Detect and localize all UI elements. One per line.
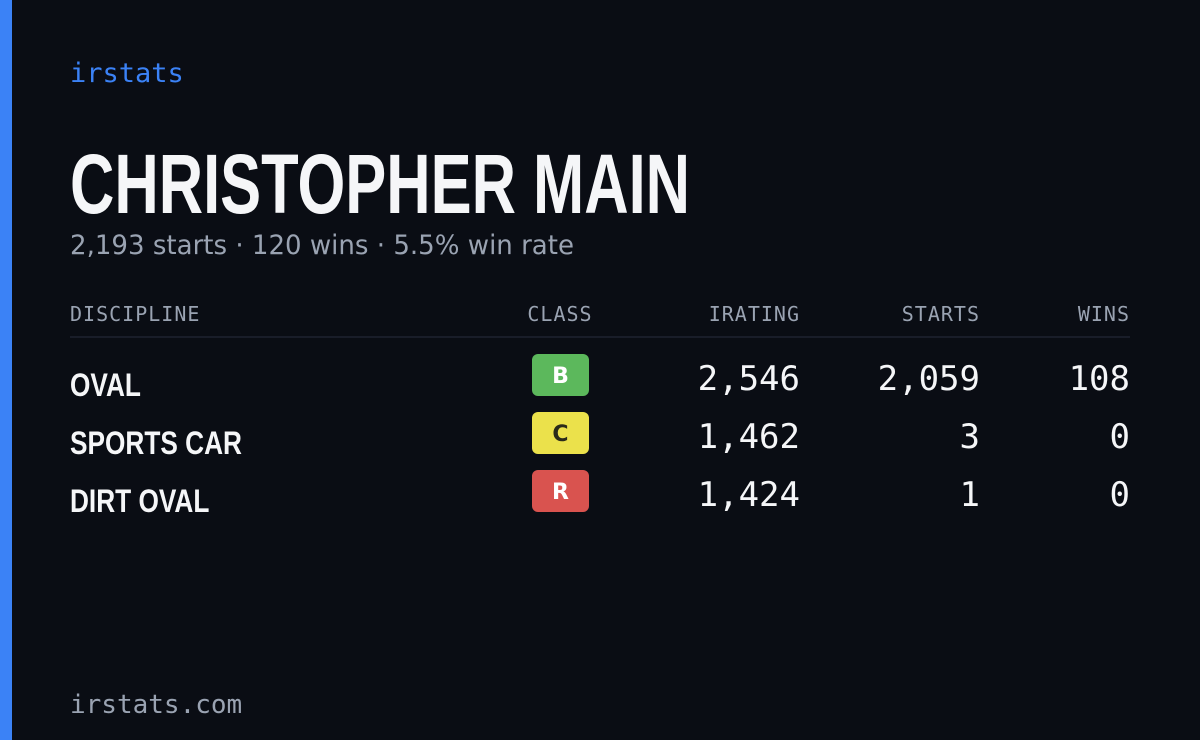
wins-value: 108 (1069, 359, 1130, 399)
class-letter: C (552, 422, 568, 447)
summary: 2,193 starts · 120 wins · 5.5% win rate (70, 230, 574, 261)
class-badge (532, 470, 589, 512)
wins-value: 0 (1110, 475, 1130, 515)
discipline: SPORTS CAR (70, 427, 242, 462)
class-badge (532, 412, 589, 454)
column-header: WINS (1078, 302, 1130, 326)
discipline: DIRT OVAL (70, 485, 209, 520)
irating-value: 1,424 (698, 475, 800, 515)
starts-value: 3 (960, 417, 980, 457)
irating-value: 2,546 (698, 359, 800, 399)
column-header: IRATING (709, 302, 800, 326)
class-letter: B (552, 364, 569, 389)
starts-value: 2,059 (878, 359, 980, 399)
column-header: STARTS (902, 302, 980, 326)
wins-value: 0 (1110, 417, 1130, 457)
footer: irstats.com (70, 690, 242, 720)
discipline: OVAL (70, 369, 141, 404)
brand: irstats (70, 58, 184, 89)
class-letter: R (552, 480, 569, 505)
driver-name: CHRISTOPHER MAIN (70, 137, 690, 231)
class-badge (532, 354, 589, 396)
column-header: DISCIPLINE (70, 302, 200, 326)
starts-value: 1 (960, 475, 980, 515)
accent-bar (0, 0, 12, 740)
irating-value: 1,462 (698, 417, 800, 457)
column-header: CLASS (527, 302, 592, 326)
